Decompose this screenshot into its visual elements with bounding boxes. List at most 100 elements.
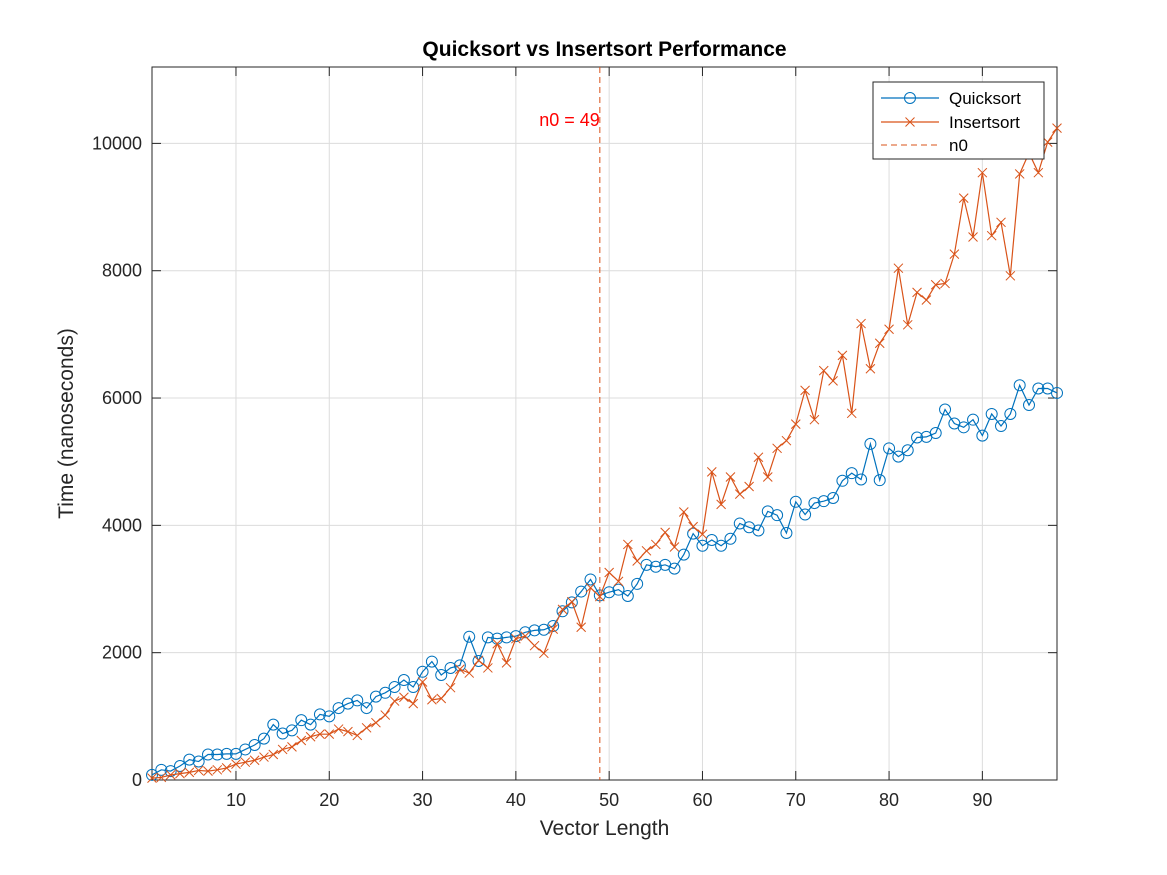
insertsort-point bbox=[958, 193, 969, 203]
quicksort-point bbox=[257, 732, 270, 745]
insertsort-point bbox=[539, 648, 549, 659]
quicksort-point bbox=[1032, 382, 1045, 395]
quicksort-point bbox=[696, 539, 709, 552]
quicksort-point bbox=[547, 619, 560, 632]
x-marker-stroke bbox=[483, 663, 493, 673]
insertsort-point bbox=[501, 658, 512, 668]
x-marker-stroke bbox=[1033, 167, 1044, 178]
insertsort-point bbox=[259, 752, 269, 762]
x-marker-stroke bbox=[594, 591, 605, 602]
x-marker-stroke bbox=[473, 655, 484, 666]
legend-label-insertsort: Insertsort bbox=[949, 113, 1020, 132]
quicksort-point bbox=[845, 467, 858, 480]
quicksort-point bbox=[817, 495, 830, 508]
x-marker-stroke bbox=[324, 729, 335, 740]
x-marker-stroke bbox=[566, 596, 577, 607]
y-tick-label: 10000 bbox=[92, 133, 142, 153]
insertsort-point bbox=[818, 365, 829, 376]
insertsort-point bbox=[221, 763, 232, 773]
quicksort-point bbox=[752, 524, 765, 537]
insertsort-point bbox=[399, 692, 409, 703]
insertsort-point bbox=[473, 655, 484, 666]
quicksort-point bbox=[425, 655, 438, 668]
x-marker-stroke bbox=[725, 472, 736, 482]
quicksort-point bbox=[967, 413, 980, 426]
x-marker-stroke bbox=[464, 668, 475, 678]
x-marker-stroke bbox=[511, 633, 521, 644]
x-marker-stroke bbox=[399, 692, 409, 703]
x-marker-stroke bbox=[268, 749, 279, 760]
insertsort-point bbox=[1052, 123, 1062, 133]
insertsort-point bbox=[968, 232, 978, 242]
insertsort-point bbox=[865, 363, 876, 374]
x-marker-stroke bbox=[287, 742, 297, 752]
quicksort-point bbox=[584, 573, 597, 586]
x-marker-stroke bbox=[921, 295, 932, 305]
quicksort-point bbox=[211, 748, 224, 761]
x-marker-stroke bbox=[165, 770, 176, 780]
legend-label-quicksort: Quicksort bbox=[949, 89, 1021, 108]
quicksort-point bbox=[985, 407, 998, 420]
insertsort-point bbox=[455, 664, 465, 675]
insertsort-point bbox=[165, 770, 176, 780]
insertsort-point bbox=[753, 452, 764, 463]
x-marker-stroke bbox=[371, 717, 381, 728]
x-tick-label: 80 bbox=[879, 790, 899, 810]
insertsort-point bbox=[371, 717, 381, 728]
x-marker-stroke bbox=[548, 624, 559, 634]
data-series bbox=[146, 67, 1063, 783]
insertsort-point bbox=[520, 631, 531, 641]
quicksort-point bbox=[901, 444, 914, 457]
x-marker-stroke bbox=[986, 230, 997, 241]
quicksort-point bbox=[780, 526, 793, 539]
x-tick-label: 60 bbox=[692, 790, 712, 810]
quicksort-point bbox=[1013, 379, 1026, 392]
x-axis-label: Vector Length bbox=[540, 817, 670, 840]
insertsort-point bbox=[557, 604, 568, 615]
quicksort-point bbox=[276, 727, 289, 740]
insertsort-point bbox=[688, 521, 698, 532]
quicksort-point bbox=[649, 560, 662, 573]
insertsort-point bbox=[1005, 270, 1016, 281]
quicksort-point bbox=[743, 521, 756, 534]
insertsort-point bbox=[1033, 167, 1044, 178]
insertsort-point bbox=[175, 768, 185, 779]
x-marker-stroke bbox=[193, 765, 204, 776]
insertsort-point bbox=[893, 263, 904, 274]
x-marker-stroke bbox=[492, 638, 503, 649]
x-marker-stroke bbox=[259, 752, 269, 762]
x-marker-stroke bbox=[613, 576, 624, 587]
x-marker-stroke bbox=[212, 764, 223, 775]
x-marker-stroke bbox=[501, 658, 512, 668]
x-marker-stroke bbox=[949, 249, 960, 260]
insertsort-point bbox=[828, 375, 838, 386]
insertsort-point bbox=[203, 766, 213, 776]
y-tick-label: 4000 bbox=[102, 515, 142, 535]
quicksort-point bbox=[1004, 407, 1017, 420]
x-marker-stroke bbox=[622, 539, 633, 550]
insertsort-point bbox=[585, 582, 596, 593]
quicksort-point bbox=[789, 495, 802, 508]
quicksort-point bbox=[929, 427, 942, 440]
x-marker-stroke bbox=[249, 755, 260, 766]
x-marker-stroke bbox=[706, 467, 717, 477]
insertsort-point bbox=[315, 729, 325, 740]
quicksort-point bbox=[500, 631, 513, 644]
quicksort-point bbox=[397, 674, 410, 687]
insertsort-point bbox=[744, 481, 754, 492]
x-marker-stroke bbox=[427, 694, 437, 705]
quicksort-point bbox=[472, 654, 485, 667]
x-tick-label: 70 bbox=[786, 790, 806, 810]
x-marker-stroke bbox=[445, 682, 456, 693]
insertsort-point bbox=[548, 624, 559, 634]
x-marker-stroke bbox=[184, 767, 195, 778]
x-marker-stroke bbox=[539, 648, 549, 659]
x-marker-stroke bbox=[772, 443, 782, 454]
quicksort-point bbox=[248, 738, 261, 751]
insertsort-point bbox=[268, 749, 279, 760]
quicksort-point bbox=[155, 763, 168, 776]
x-marker-stroke bbox=[716, 499, 726, 510]
quicksort-point bbox=[771, 509, 784, 522]
insertsort-point bbox=[389, 696, 400, 706]
